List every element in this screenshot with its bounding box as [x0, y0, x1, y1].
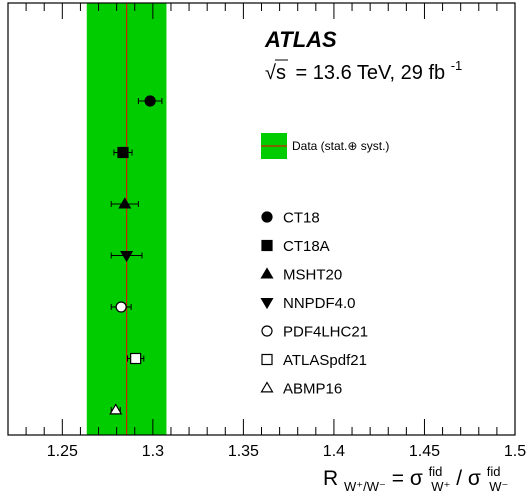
- data-point-pdf4lhc21: [110, 301, 132, 313]
- xlabel-den-sub: W⁻: [489, 479, 508, 494]
- marker: [144, 95, 156, 107]
- xlabel-slash: / σ: [456, 467, 481, 490]
- x-tick-label: 1.4: [323, 443, 345, 460]
- legend-label: NNPDF4.0: [283, 295, 356, 312]
- experiment-label: ATLAS: [264, 27, 337, 52]
- marker: [117, 146, 129, 159]
- xlabel-R-sub: W⁺/W⁻: [344, 479, 386, 494]
- marker: [109, 403, 123, 415]
- legend-label: CT18: [283, 210, 320, 227]
- legend-item-abmp16: ABMP16: [260, 381, 342, 398]
- xlabel-num-sub: W⁺: [431, 479, 450, 494]
- x-tick-label: 1.25: [47, 443, 78, 460]
- x-tick-label: 1.3: [142, 443, 164, 460]
- data-point-abmp16: [109, 403, 123, 415]
- xlabel-num-sup: fid: [429, 464, 443, 479]
- data-point-atlaspdf21: [127, 352, 145, 365]
- legend-item-nnpdf4-0: NNPDF4.0: [260, 295, 356, 312]
- legend-label: MSHT20: [283, 267, 342, 284]
- legend-marker: [260, 381, 274, 393]
- xlabel-eq: = σ: [392, 467, 423, 490]
- legend-label: CT18A: [283, 238, 330, 255]
- marker: [130, 352, 142, 365]
- sqrt-s: √s: [265, 62, 286, 84]
- legend-item-msht20: MSHT20: [260, 267, 342, 284]
- x-tick-label: 1.5: [504, 443, 526, 460]
- legend-item-ct18a: CT18A: [261, 238, 330, 255]
- x-tick-label: 1.35: [228, 443, 259, 460]
- legend-marker: [260, 298, 274, 310]
- legend-marker: [261, 211, 273, 223]
- xlabel-den-sup: fid: [487, 464, 501, 479]
- legend-marker: [261, 353, 273, 366]
- legend: CT18 CT18A MSHT20 NNPDF4.0 PDF4LHC21 ATLASpdf…: [260, 210, 368, 398]
- legend-label: ABMP16: [283, 381, 342, 398]
- marker: [120, 251, 134, 263]
- legend-label: PDF4LHC21: [283, 324, 368, 341]
- data-band-legend: Data (stat.⊕ syst.): [261, 133, 389, 159]
- energy-text: = 13.6 TeV, 29 fb: [296, 62, 446, 84]
- legend-marker: [260, 267, 274, 279]
- legend-marker: [261, 325, 273, 337]
- data-point-nnpdf4-0: [110, 251, 143, 263]
- xlabel-R: R: [323, 467, 338, 490]
- data-band-label: Data (stat.⊕ syst.): [292, 139, 389, 153]
- x-tick-label: 1.45: [409, 443, 440, 460]
- energy-label: √s = 13.6 TeV, 29 fb -1: [265, 58, 462, 84]
- legend-item-ct18: CT18: [261, 210, 320, 227]
- legend-label: ATLASpdf21: [283, 352, 367, 369]
- legend-item-atlaspdf21: ATLASpdf21: [261, 352, 367, 369]
- data-point-ct18: [137, 95, 163, 107]
- marker: [118, 197, 132, 209]
- svg-text:√s = 13.6 TeV, 29 fb: √s = 13.6 TeV, 29 fb -1: [265, 58, 462, 84]
- marker: [115, 301, 127, 313]
- data-point-ct18a: [113, 146, 133, 159]
- data-point-msht20: [110, 197, 139, 209]
- x-axis-label: R W⁺/W⁻ = σ fid W⁺ / σ fid W⁻: [323, 458, 508, 496]
- legend-marker: [261, 239, 273, 252]
- legend-item-pdf4lhc21: PDF4LHC21: [261, 324, 368, 341]
- energy-exponent: -1: [451, 58, 463, 73]
